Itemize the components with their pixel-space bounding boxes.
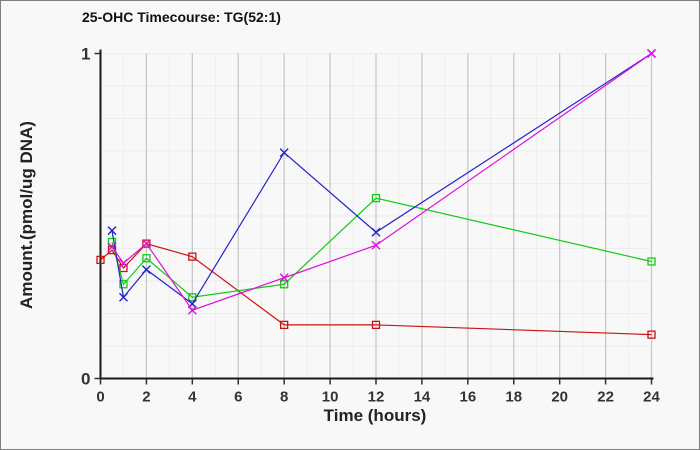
series-green-squares-marker: [371, 193, 381, 203]
series-red-squares-marker: [647, 330, 656, 339]
x-tick-label: 14: [414, 389, 431, 406]
series-blue-x-marker: [118, 292, 128, 302]
series-green-squares-marker: [107, 237, 117, 247]
series-green-squares-marker: [142, 254, 151, 263]
series-magenta-x-marker: [141, 239, 151, 249]
series-magenta-x-marker: [118, 258, 128, 268]
x-tick-label: 22: [597, 389, 614, 406]
chart-title: 25-OHC Timecourse: TG(52:1): [82, 9, 281, 25]
x-tick-label: 6: [234, 389, 242, 406]
series-red-squares-marker: [280, 320, 289, 330]
series-magenta-x-marker: [279, 273, 289, 283]
series-green-squares-marker: [280, 280, 289, 289]
x-tick-label: 24: [643, 389, 660, 406]
series-green-squares-marker: [119, 280, 128, 289]
x-tick-label: 10: [322, 389, 339, 406]
y-tick-label: 0: [81, 370, 90, 389]
series-green-squares-line: [111, 197, 652, 298]
series-magenta-x-marker: [107, 242, 117, 252]
series-magenta-x-marker: [371, 240, 381, 250]
series-red-squares-marker: [371, 320, 381, 330]
x-tick-label: 2: [142, 389, 150, 406]
series-blue-x-marker: [141, 265, 151, 275]
series-magenta-x-marker: [187, 305, 197, 315]
x-tick-label: 20: [551, 389, 568, 406]
series-green-squares-marker: [647, 257, 656, 266]
series-red-squares-marker: [96, 255, 105, 265]
series-magenta-x-marker: [647, 49, 656, 58]
x-tick-label: 4: [188, 389, 197, 406]
series-red-squares-marker: [188, 252, 197, 261]
y-tick-label: 1: [81, 45, 90, 64]
x-tick-label: 0: [96, 389, 104, 406]
x-axis-label: Time (hours): [323, 406, 427, 425]
series-blue-x-marker: [279, 148, 289, 158]
series-blue-x-marker: [371, 227, 381, 237]
x-tick-label: 16: [459, 389, 476, 406]
x-tick-label: 12: [368, 389, 385, 406]
x-tick-label: 18: [505, 389, 522, 406]
series-red-squares-marker: [142, 239, 151, 248]
series-blue-x-marker: [107, 226, 117, 236]
series-red-squares-marker: [119, 263, 128, 273]
x-tick-label: 8: [280, 389, 288, 406]
